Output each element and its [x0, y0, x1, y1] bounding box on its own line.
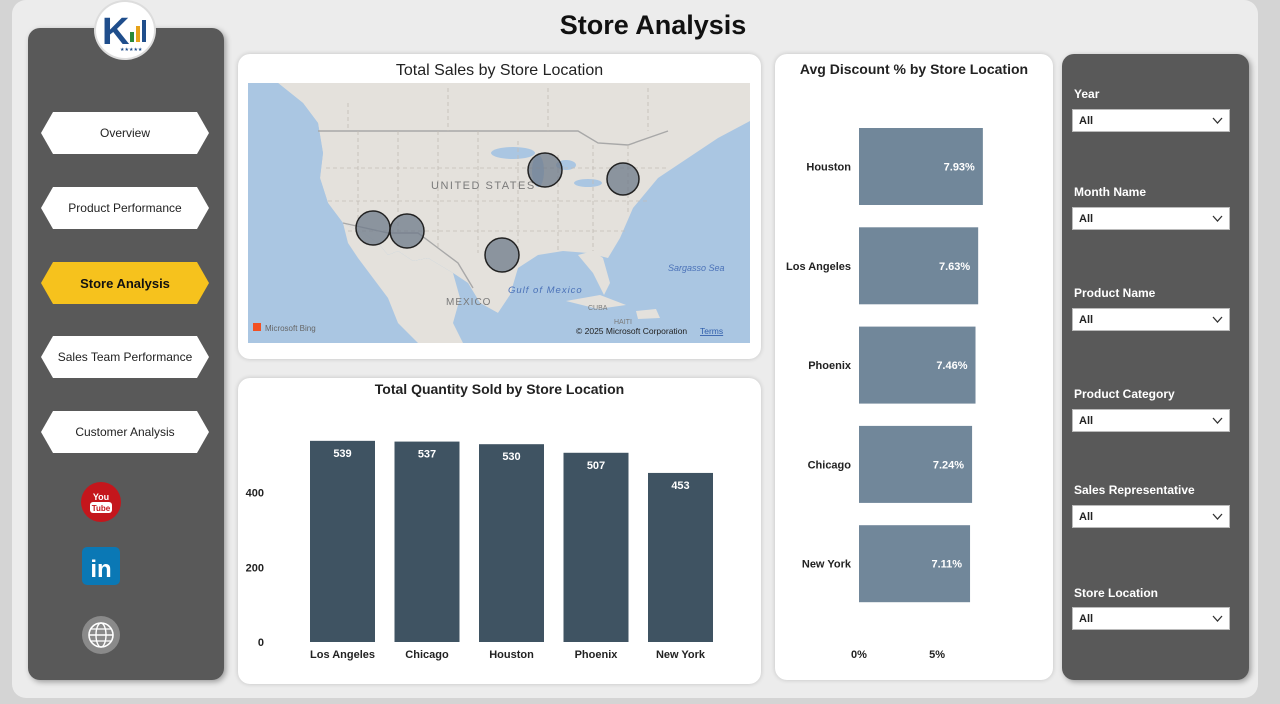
chevron-down-icon [1212, 615, 1223, 622]
slicer-year-value: All [1079, 114, 1094, 127]
data-label-phoenix: 507 [587, 460, 605, 472]
data-label-houston: 530 [502, 451, 520, 463]
map-label-cuba: CUBA [588, 305, 608, 312]
x-tick-label: Phoenix [575, 649, 619, 661]
map-label-haiti: HAITI [614, 319, 632, 326]
linkedin-icon[interactable]: in [80, 545, 122, 587]
slicer-sales-rep-label: Sales Representative [1074, 483, 1195, 497]
slicer-sales-rep-dropdown[interactable]: All [1072, 505, 1230, 528]
data-label-new-york: 7.11% [931, 559, 962, 571]
quantity-chart-title: Total Quantity Sold by Store Location [374, 381, 625, 397]
map-bubble-new-york[interactable] [606, 162, 640, 196]
microsoft-logo-icon [253, 323, 261, 331]
page-title: Store Analysis [559, 10, 747, 40]
bar-chicago[interactable] [394, 441, 460, 642]
data-label-houston: 7.93% [944, 162, 975, 174]
nav-product-performance-button[interactable]: Product Performance [41, 187, 209, 229]
slicer-year-label: Year [1074, 87, 1100, 101]
nav-store-analysis-button[interactable]: Store Analysis [41, 262, 209, 304]
sales-map[interactable]: UNITED STATES MEXICO Gulf of Mexico Sarg… [248, 83, 750, 343]
y-category-label: Los Angeles [786, 261, 851, 273]
data-label-los-angeles: 539 [333, 448, 351, 460]
nav-customer-analysis-button[interactable]: Customer Analysis [41, 411, 209, 453]
x-tick-label: Los Angeles [310, 649, 375, 661]
bar-phoenix[interactable] [563, 452, 629, 642]
svg-text:You: You [93, 492, 109, 502]
map-label-us: UNITED STATES [431, 180, 536, 192]
y-category-label: Houston [806, 162, 851, 174]
discount-chart-title: Avg Discount % by Store Location [799, 61, 1029, 77]
quantity-bar-chart: 0 200 400 539 Los Angeles 537 Chicago 530 Housto… [246, 440, 713, 661]
slicer-month-dropdown[interactable]: All [1072, 207, 1230, 230]
y-tick-label: 200 [246, 562, 264, 574]
svg-text:★★★★★: ★★★★★ [120, 47, 143, 53]
slicer-store-location-dropdown[interactable]: All [1072, 607, 1230, 630]
map-bubble-los-angeles[interactable] [355, 210, 391, 246]
bar-houston[interactable] [479, 444, 544, 642]
company-logo: K ★★★★★ [94, 0, 156, 60]
x-tick-label: 0% [851, 649, 867, 661]
map-label-sargasso: Sargasso Sea [668, 263, 725, 273]
discount-bar-chart: 7.93% Houston 7.63% Los Angeles 7.46% Phoenix… [786, 128, 983, 661]
chevron-down-icon [1212, 417, 1223, 424]
chevron-down-icon [1212, 117, 1223, 124]
svg-text:K: K [102, 11, 130, 53]
slicer-store-location-value: All [1079, 612, 1094, 625]
map-label-mexico: MEXICO [446, 297, 491, 308]
slicer-product-category-value: All [1079, 414, 1094, 427]
map-bubble-houston[interactable] [484, 237, 520, 273]
y-tick-label: 400 [246, 488, 264, 500]
slicer-sales-rep-value: All [1079, 510, 1094, 523]
chevron-down-icon [1212, 513, 1223, 520]
chevron-down-icon [1212, 316, 1223, 323]
slicer-product-category-dropdown[interactable]: All [1072, 409, 1230, 432]
nav-sales-team-performance-button[interactable]: Sales Team Performance [41, 336, 209, 378]
map-terms-link[interactable]: Terms [700, 326, 723, 336]
data-label-new-york: 453 [671, 480, 689, 492]
slicer-product-name-label: Product Name [1074, 286, 1156, 300]
slicer-month-label: Month Name [1074, 185, 1146, 199]
slicer-product-category-label: Product Category [1074, 387, 1175, 401]
map-chart-title: Total Sales by Store Location [395, 62, 604, 79]
youtube-icon[interactable]: You Tube [80, 481, 122, 523]
globe-icon[interactable] [80, 614, 122, 656]
y-category-label: New York [802, 559, 852, 571]
map-attribution: © 2025 Microsoft Corporation [576, 326, 687, 336]
svg-text:Tube: Tube [92, 504, 111, 513]
map-brand: Microsoft Bing [265, 324, 316, 333]
bar-phoenix[interactable] [859, 326, 976, 404]
bar-new-york[interactable] [648, 472, 713, 642]
filter-panel [1062, 54, 1249, 680]
slicer-product-name-value: All [1079, 313, 1094, 326]
slicer-store-location-label: Store Location [1074, 586, 1159, 600]
bar-los-angeles[interactable] [859, 227, 979, 305]
data-label-los-angeles: 7.63% [939, 261, 970, 273]
nav-overview-button[interactable]: Overview [41, 112, 209, 154]
x-tick-label: Chicago [405, 649, 449, 661]
y-category-label: Phoenix [808, 360, 852, 372]
map-bubble-chicago[interactable] [527, 152, 563, 188]
x-tick-label: New York [656, 649, 706, 661]
bar-los-angeles[interactable] [310, 440, 375, 642]
map-bubble-phoenix[interactable] [389, 213, 425, 249]
bar-houston[interactable] [859, 128, 983, 205]
x-tick-label: 5% [929, 649, 945, 661]
data-label-chicago: 7.24% [933, 459, 964, 471]
map-label-gulf: Gulf of Mexico [508, 285, 583, 296]
slicer-year-dropdown[interactable]: All [1072, 109, 1230, 132]
y-category-label: Chicago [808, 459, 852, 471]
data-label-chicago: 537 [418, 449, 436, 461]
bar-chicago[interactable] [859, 425, 973, 503]
slicer-product-name-dropdown[interactable]: All [1072, 308, 1230, 331]
chevron-down-icon [1212, 215, 1223, 222]
data-label-phoenix: 7.46% [936, 360, 967, 372]
bar-new-york[interactable] [859, 525, 971, 603]
slicer-month-value: All [1079, 212, 1094, 225]
x-tick-label: Houston [489, 649, 534, 661]
y-tick-label: 0 [258, 637, 264, 649]
svg-text:in: in [90, 556, 111, 583]
